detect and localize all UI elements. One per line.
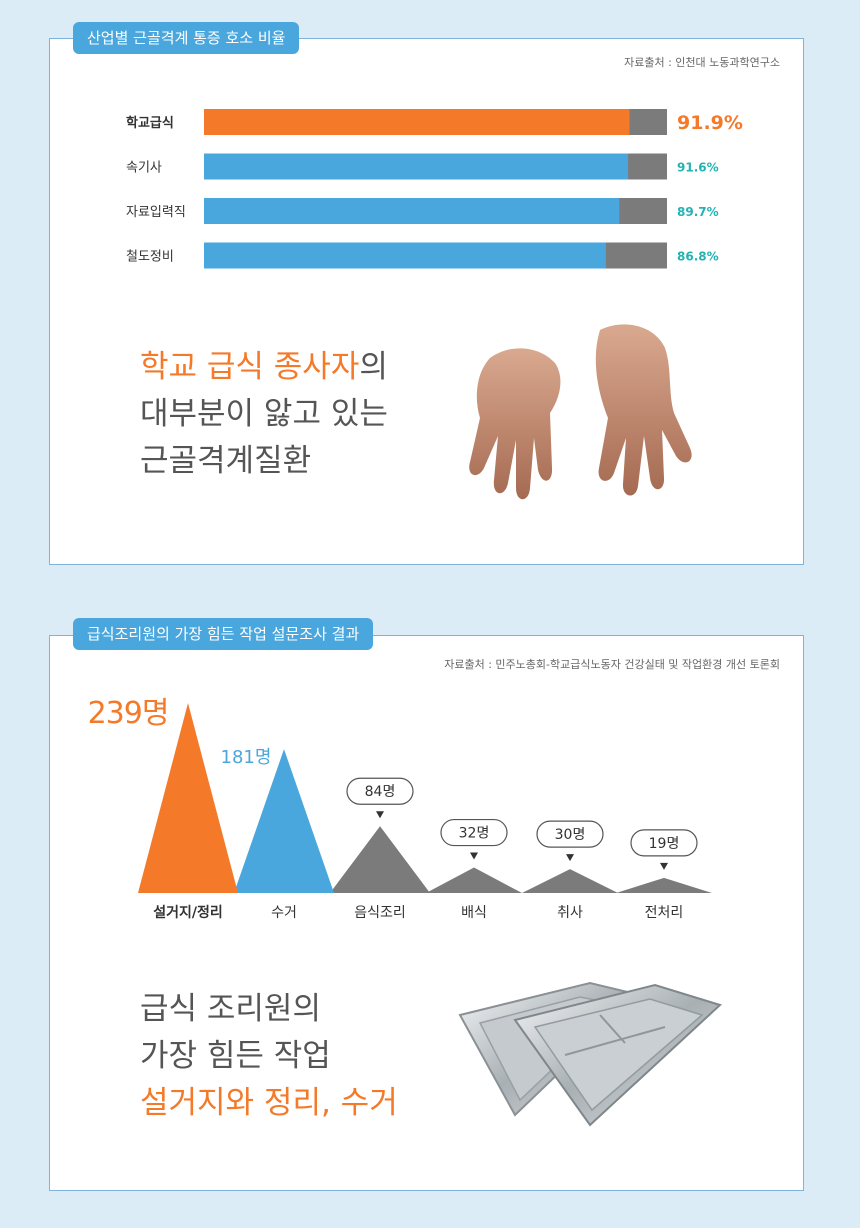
tray-front (513, 983, 722, 1127)
peak-category-label: 취사 (557, 905, 583, 921)
headline-1-rest: 의 (359, 349, 388, 385)
bar-category-label: 철도정비 (126, 250, 174, 265)
industry-bar-chart: 학교급식 91.9% 속기사 91.6% 자료입력직 89.7% 철도정비 86.8% (126, 109, 743, 269)
bar-category-label: 속기사 (126, 161, 162, 176)
peak-value-label: 181명 (221, 747, 272, 768)
peak (330, 826, 430, 893)
section-title-tab-2: 급식조리원의 가장 힘든 작업 설문조사 결과 (73, 618, 374, 650)
left-hand-shape (469, 348, 561, 500)
peak-category-label: 전처리 (645, 905, 684, 921)
value-callout-arrow (376, 811, 384, 819)
bar-value-label: 89.7% (677, 205, 719, 219)
value-callout-arrow (660, 862, 668, 870)
bar-category-label: 자료입력직 (126, 205, 186, 220)
headline-1: 학교 급식 종사자의 대부분이 앓고 있는 근골격계질환 (140, 344, 388, 485)
chart-panel-tasks (49, 635, 804, 1191)
peak-value-label: 239명 (88, 696, 169, 731)
right-hand-shape (595, 324, 692, 496)
tasks-peak-chart: 설거지/정리 수거 음식조리 배식 취사 전처리 239명 181명 84명 32명 30명 19명 (88, 696, 712, 921)
headline-1-line2: 대부분이 앓고 있는 (140, 396, 388, 432)
peak-category-label: 수거 (271, 905, 297, 921)
source-note: 자료출처 : 인천대 노동과학연구소 (624, 56, 780, 69)
peak (426, 867, 522, 893)
bar-value-label: 91.6% (677, 161, 719, 175)
value-callout-box (440, 818, 508, 847)
bar-value-label: 91.9% (677, 112, 743, 134)
peak (522, 869, 618, 893)
bar-value-label: 86.8% (677, 250, 719, 264)
peak (234, 749, 334, 893)
trays-photo (458, 981, 722, 1127)
peak-category-label: 배식 (461, 905, 487, 921)
bar (204, 198, 620, 224)
value-callout-box (630, 829, 698, 857)
headline-2-line2: 가장 힘든 작업 (140, 1038, 331, 1074)
headline-2: 급식 조리원의 가장 힘든 작업 설거지와 정리, 수거 (140, 986, 398, 1127)
peak (616, 877, 712, 893)
bar-category-label: 학교급식 (126, 115, 174, 131)
bar (204, 242, 606, 269)
bar (204, 109, 630, 135)
peak-value-label: 32명 (459, 826, 490, 842)
peak-category-label: 음식조리 (354, 905, 406, 921)
value-callout-box (346, 777, 414, 805)
peak (138, 703, 238, 893)
peak-value-label: 84명 (365, 784, 396, 800)
value-callout-box (536, 820, 604, 848)
peak-value-label: 19명 (649, 836, 680, 852)
headline-1-line3: 근골격계질환 (140, 443, 312, 479)
value-callout-arrow (566, 854, 574, 862)
headline-1-highlight: 학교 급식 종사자 (140, 349, 360, 385)
peak-category-label: 설거지/정리 (153, 904, 223, 921)
value-callout-arrow (470, 852, 478, 860)
source-note-2: 자료출처 : 민주노총회-학교급식노동자 건강실태 및 작업환경 개선 토론회 (444, 658, 780, 671)
section-title-tab: 산업별 근골격계 통증 호소 비율 (73, 22, 300, 54)
headline-2-highlight: 설거지와 정리, 수거 (140, 1085, 398, 1121)
hands-photo (469, 324, 692, 500)
headline-2-line1: 급식 조리원의 (140, 991, 321, 1027)
bar (204, 153, 629, 180)
peak-value-label: 30명 (555, 827, 586, 843)
